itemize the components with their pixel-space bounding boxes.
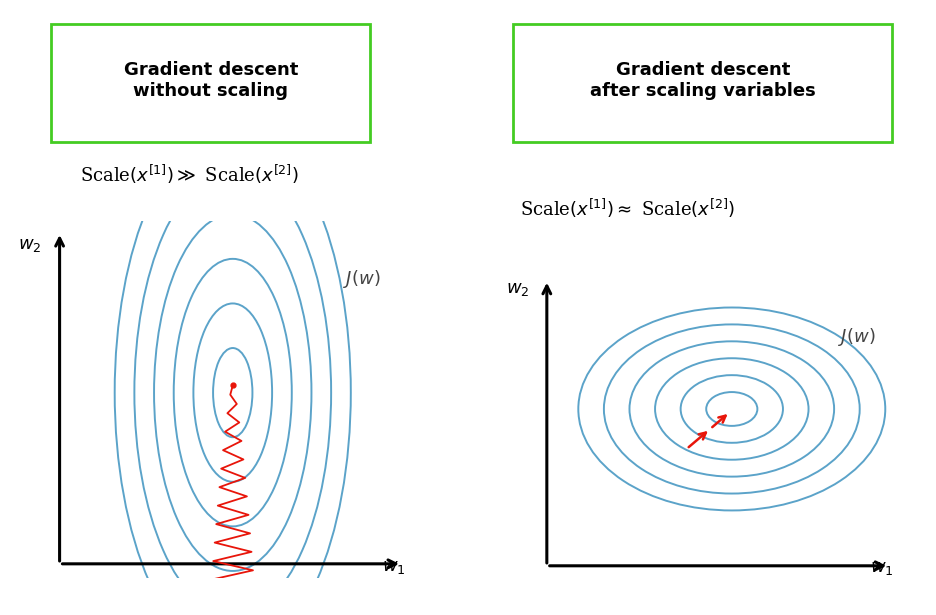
Text: $w_2$: $w_2$ xyxy=(19,236,42,253)
FancyBboxPatch shape xyxy=(51,23,370,143)
Text: Scale$(x^{[1]}) \approx$ Scale$(x^{[2]})$: Scale$(x^{[1]}) \approx$ Scale$(x^{[2]})… xyxy=(519,197,735,220)
FancyBboxPatch shape xyxy=(513,23,891,143)
Text: Gradient descent
without scaling: Gradient descent without scaling xyxy=(124,61,298,100)
Text: $J(w)$: $J(w)$ xyxy=(343,268,380,290)
Text: $w_2$: $w_2$ xyxy=(505,280,529,298)
Text: Gradient descent
after scaling variables: Gradient descent after scaling variables xyxy=(590,61,814,100)
Text: $J(w)$: $J(w)$ xyxy=(837,326,874,348)
Text: Scale$(x^{[1]}) \gg$ Scale$(x^{[2]})$: Scale$(x^{[1]}) \gg$ Scale$(x^{[2]})$ xyxy=(80,163,299,186)
Text: $w_1$: $w_1$ xyxy=(382,558,405,576)
Text: $w_1$: $w_1$ xyxy=(869,558,892,577)
